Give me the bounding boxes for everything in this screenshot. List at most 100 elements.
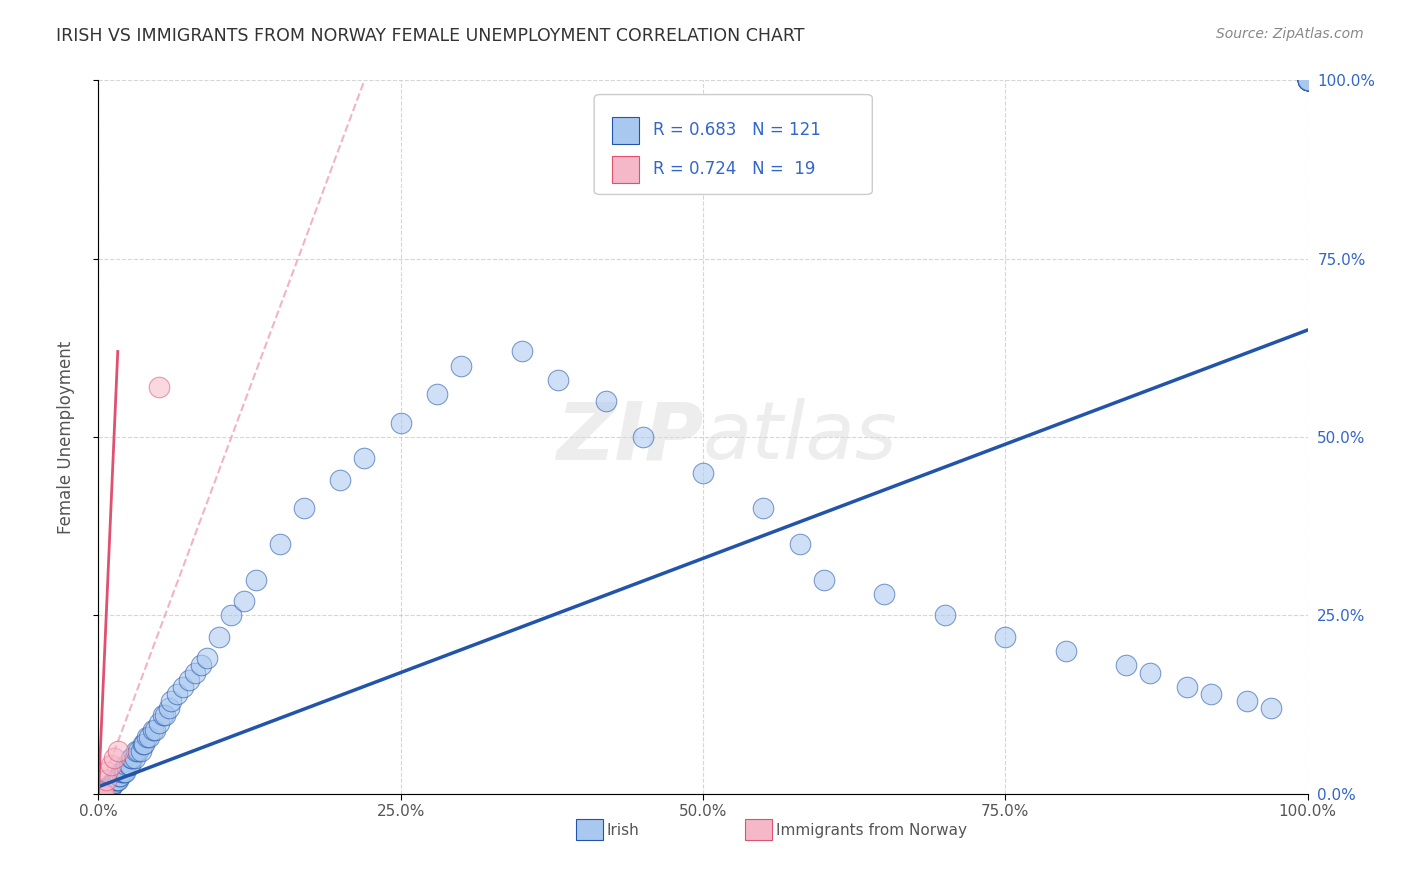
Point — [101, 776, 124, 790]
Point — [91, 787, 114, 801]
Point — [107, 744, 129, 758]
Point — [96, 783, 118, 797]
Point — [292, 501, 315, 516]
Point — [1115, 658, 1137, 673]
Point — [1296, 73, 1319, 87]
Point — [1296, 73, 1319, 87]
Point — [91, 787, 114, 801]
Text: R = 0.724   N =  19: R = 0.724 N = 19 — [654, 161, 815, 178]
Point — [89, 787, 111, 801]
Point — [129, 744, 152, 758]
Point — [160, 694, 183, 708]
Point — [87, 787, 110, 801]
Point — [1296, 73, 1319, 87]
Point — [1296, 73, 1319, 87]
Point — [93, 787, 115, 801]
Point — [87, 787, 110, 801]
Text: Immigrants from Norway: Immigrants from Norway — [776, 823, 966, 838]
Point — [94, 772, 117, 787]
Point — [208, 630, 231, 644]
Text: ZIP: ZIP — [555, 398, 703, 476]
Point — [1296, 73, 1319, 87]
Point — [87, 787, 110, 801]
Point — [1296, 73, 1319, 87]
Point — [1236, 694, 1258, 708]
Point — [195, 651, 218, 665]
Point — [110, 765, 132, 780]
Point — [100, 776, 122, 790]
Point — [134, 737, 156, 751]
Point — [752, 501, 775, 516]
Point — [1260, 701, 1282, 715]
Point — [153, 708, 176, 723]
Point — [87, 787, 110, 801]
Text: IRISH VS IMMIGRANTS FROM NORWAY FEMALE UNEMPLOYMENT CORRELATION CHART: IRISH VS IMMIGRANTS FROM NORWAY FEMALE U… — [56, 27, 804, 45]
Point — [221, 608, 243, 623]
Point — [100, 780, 122, 794]
Point — [1296, 73, 1319, 87]
Point — [1296, 73, 1319, 87]
Point — [112, 765, 135, 780]
Point — [87, 787, 110, 801]
Point — [142, 723, 165, 737]
Point — [97, 780, 120, 794]
Point — [148, 715, 170, 730]
Point — [108, 769, 131, 783]
Point — [87, 787, 110, 801]
Point — [90, 787, 112, 801]
Point — [91, 787, 114, 801]
Point — [104, 772, 127, 787]
Point — [179, 673, 201, 687]
Y-axis label: Female Unemployment: Female Unemployment — [56, 341, 75, 533]
Point — [87, 787, 110, 801]
Point — [90, 787, 112, 801]
Point — [91, 787, 114, 801]
Point — [132, 737, 155, 751]
Text: Source: ZipAtlas.com: Source: ZipAtlas.com — [1216, 27, 1364, 41]
Point — [143, 723, 166, 737]
Point — [1296, 73, 1319, 87]
Bar — [613, 156, 638, 183]
Point — [90, 787, 112, 801]
Point — [87, 787, 110, 801]
Bar — [576, 819, 603, 840]
Point — [389, 416, 412, 430]
Point — [89, 787, 111, 801]
Point — [89, 787, 111, 801]
Point — [1139, 665, 1161, 680]
Point — [184, 665, 207, 680]
Point — [595, 394, 617, 409]
Point — [87, 787, 110, 801]
Point — [87, 787, 110, 801]
Point — [98, 780, 121, 794]
Point — [138, 730, 160, 744]
Point — [1296, 73, 1319, 87]
Point — [245, 573, 267, 587]
FancyBboxPatch shape — [595, 95, 872, 194]
Point — [1296, 73, 1319, 87]
Point — [1175, 680, 1198, 694]
Point — [87, 787, 110, 801]
Text: atlas: atlas — [703, 398, 898, 476]
Point — [1054, 644, 1077, 658]
Point — [100, 780, 122, 794]
Point — [89, 787, 111, 801]
Point — [121, 751, 143, 765]
Point — [118, 758, 141, 772]
Point — [93, 787, 115, 801]
Point — [87, 787, 110, 801]
Point — [994, 630, 1017, 644]
Point — [93, 787, 115, 801]
Point — [87, 787, 110, 801]
Point — [115, 758, 138, 772]
Bar — [613, 117, 638, 144]
Point — [90, 787, 112, 801]
Point — [96, 765, 118, 780]
Point — [87, 787, 110, 801]
Point — [450, 359, 472, 373]
Point — [152, 708, 174, 723]
Point — [1199, 687, 1222, 701]
Point — [91, 787, 114, 801]
Point — [103, 776, 125, 790]
Point — [105, 772, 128, 787]
